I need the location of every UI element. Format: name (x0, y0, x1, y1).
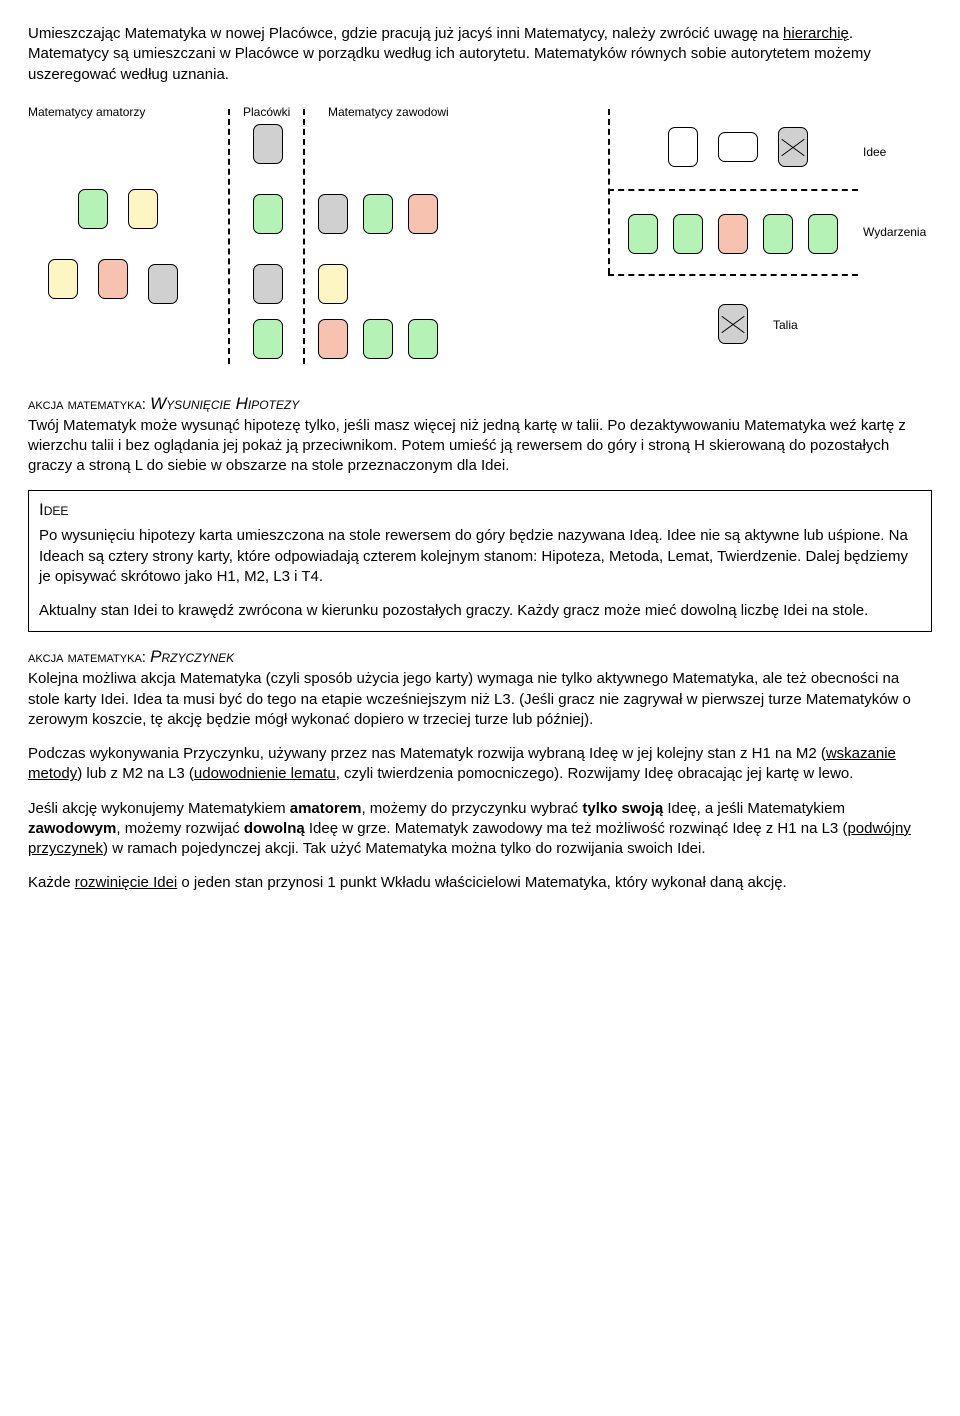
divider-v3 (608, 109, 610, 274)
card-zawodowy (408, 319, 438, 359)
card-idea-facedown (778, 127, 808, 167)
card-placowka (253, 124, 283, 164)
intro-paragraph: Umieszczając Matematyka w nowej Placówce… (28, 24, 932, 85)
card-zawodowy (363, 194, 393, 234)
card-amateur (78, 189, 108, 229)
card-zawodowy (408, 194, 438, 234)
divider-h1 (608, 189, 858, 191)
card-placowka (253, 194, 283, 234)
label-zawodowi: Matematycy zawodowi (328, 104, 449, 120)
card-zawodowy (318, 194, 348, 234)
card-wydarzenie (628, 214, 658, 254)
card-amateur (48, 259, 78, 299)
intro-underline: hierarchię (783, 25, 849, 42)
divider-h2 (608, 274, 858, 276)
card-talia (718, 304, 748, 344)
przyczynek-p3: Jeśli akcję wykonujemy Matematykiem amat… (28, 799, 932, 860)
label-idee: Idee (863, 144, 886, 160)
action-heading: akcja matematyka: Wysunięcie Hipotezy (28, 396, 299, 413)
przyczynek-p2: Podczas wykonywania Przyczynku, używany … (28, 744, 932, 785)
card-zawodowy (318, 319, 348, 359)
przyczynek-p4: Każde rozwinięcie Idei o jeden stan przy… (28, 873, 932, 893)
divider-v1 (228, 109, 230, 364)
idee-p2: Aktualny stan Idei to krawędź zwrócona w… (39, 601, 921, 621)
card-placowka (253, 319, 283, 359)
card-wydarzenie (808, 214, 838, 254)
idee-title: Idee (39, 499, 921, 522)
layout-diagram: Matematycy amatorzy Placówki Matematycy … (28, 99, 928, 369)
hipotezy-body: Twój Matematyk może wysunąć hipotezę tyl… (28, 417, 906, 475)
intro-text-a: Umieszczając Matematyka w nowej Placówce… (28, 25, 783, 42)
card-wydarzenie (673, 214, 703, 254)
action-prefix: akcja matematyka: (28, 649, 150, 666)
divider-v2 (303, 109, 305, 364)
action-title: Wysunięcie Hipotezy (150, 394, 299, 413)
idee-box: Idee Po wysunięciu hipotezy karta umiesz… (28, 490, 932, 632)
action-title: Przyczynek (150, 647, 234, 666)
action-heading: akcja matematyka: Przyczynek (28, 649, 234, 666)
section-hipotezy: akcja matematyka: Wysunięcie Hipotezy Tw… (28, 393, 932, 477)
label-amatorzy: Matematycy amatorzy (28, 104, 145, 120)
card-zawodowy (318, 264, 348, 304)
card-placowka (253, 264, 283, 304)
label-placowki: Placówki (243, 104, 290, 120)
idee-p1: Po wysunięciu hipotezy karta umieszczona… (39, 526, 921, 587)
card-idea (718, 132, 758, 162)
section-przyczynek-head: akcja matematyka: Przyczynek Kolejna moż… (28, 646, 932, 730)
label-talia: Talia (773, 317, 798, 333)
action-prefix: akcja matematyka: (28, 396, 150, 413)
card-amateur (128, 189, 158, 229)
przyczynek-p1: Kolejna możliwa akcja Matematyka (czyli … (28, 670, 911, 728)
card-zawodowy (363, 319, 393, 359)
card-idea (668, 127, 698, 167)
card-amateur (148, 264, 178, 304)
card-wydarzenie (763, 214, 793, 254)
card-amateur (98, 259, 128, 299)
card-wydarzenie (718, 214, 748, 254)
label-wydarzenia: Wydarzenia (863, 224, 926, 240)
